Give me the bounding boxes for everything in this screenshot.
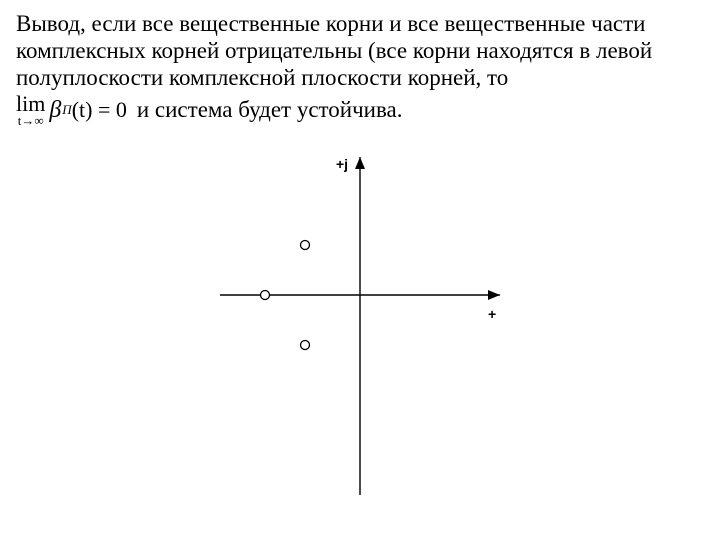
limit-tail: (t) = 0 [72, 97, 127, 123]
x-axis-label: + [488, 306, 496, 322]
limit-expression: lim t→∞ β П (t) = 0 [16, 93, 127, 127]
root-marker [301, 341, 310, 350]
paragraph: Вывод, если все вещественные корни и все… [16, 10, 704, 91]
after-limit-text: и система будет устойчива. [137, 97, 403, 123]
plot-svg: +j + [200, 145, 520, 505]
beta-subscript: П [62, 102, 71, 118]
page: Вывод, если все вещественные корни и все… [0, 0, 720, 505]
lim-arrow: t→∞ [18, 114, 44, 127]
root-marker [261, 291, 270, 300]
lim-block: lim t→∞ [16, 93, 45, 127]
lim-word: lim [16, 93, 45, 115]
root-marker [301, 241, 310, 250]
y-axis-label: +j [336, 156, 348, 172]
complex-plane-plot: +j + [16, 145, 704, 505]
beta-symbol: β [49, 97, 61, 124]
limit-row: lim t→∞ β П (t) = 0 и система будет усто… [16, 93, 704, 127]
